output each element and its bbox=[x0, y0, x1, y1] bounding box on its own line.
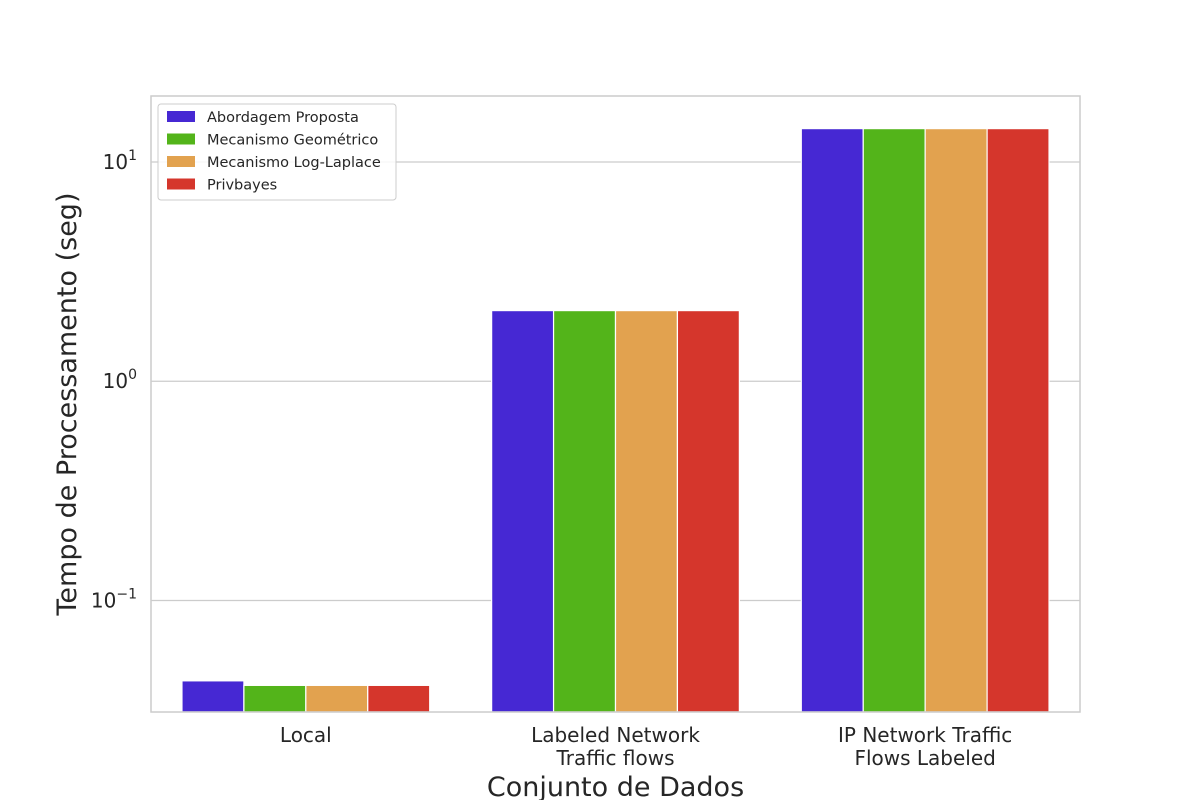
x-tick-label: Local bbox=[280, 723, 332, 747]
legend-swatch bbox=[167, 156, 195, 167]
y-tick-labels: 10−1 100 101 bbox=[91, 148, 137, 612]
legend-label: Abordagem Proposta bbox=[207, 110, 359, 126]
x-tick-label: IP Network Traffic Flows Labeled bbox=[838, 723, 1012, 770]
x-tick-label: Labeled Network Traffic flows bbox=[531, 723, 700, 770]
plot-frame bbox=[150, 95, 1081, 713]
bar bbox=[676, 309, 740, 713]
bar bbox=[367, 684, 431, 713]
y-axis-title: Tempo de Processamento (seg) bbox=[52, 193, 83, 617]
legend-box bbox=[157, 103, 397, 201]
bars bbox=[181, 128, 1050, 713]
bar bbox=[986, 128, 1050, 713]
y-tick-label: 101 bbox=[103, 148, 137, 174]
legend-label: Mecanismo Geométrico bbox=[207, 133, 378, 149]
legend-label: Privbayes bbox=[207, 178, 277, 194]
bar bbox=[862, 128, 926, 713]
legend-label: Mecanismo Log-Laplace bbox=[207, 155, 381, 171]
x-tick-labels: Local Labeled Network Traffic flows IP Netw… bbox=[280, 723, 1012, 770]
bar bbox=[924, 128, 988, 713]
bar bbox=[552, 309, 617, 713]
x-axis-title: Conjunto de Dados bbox=[487, 772, 744, 800]
legend: Abordagem Proposta Mecanismo Geométrico Me… bbox=[157, 103, 397, 201]
legend-swatch bbox=[167, 178, 195, 190]
bar bbox=[800, 128, 864, 713]
bar bbox=[243, 684, 307, 713]
legend-swatch bbox=[167, 133, 195, 145]
bar bbox=[305, 684, 369, 713]
bar bbox=[181, 680, 245, 713]
y-tick-label: 100 bbox=[103, 367, 137, 393]
bar bbox=[491, 309, 555, 713]
legend-swatch bbox=[167, 111, 195, 122]
bar bbox=[614, 309, 679, 713]
y-tick-label: 10−1 bbox=[91, 586, 137, 612]
